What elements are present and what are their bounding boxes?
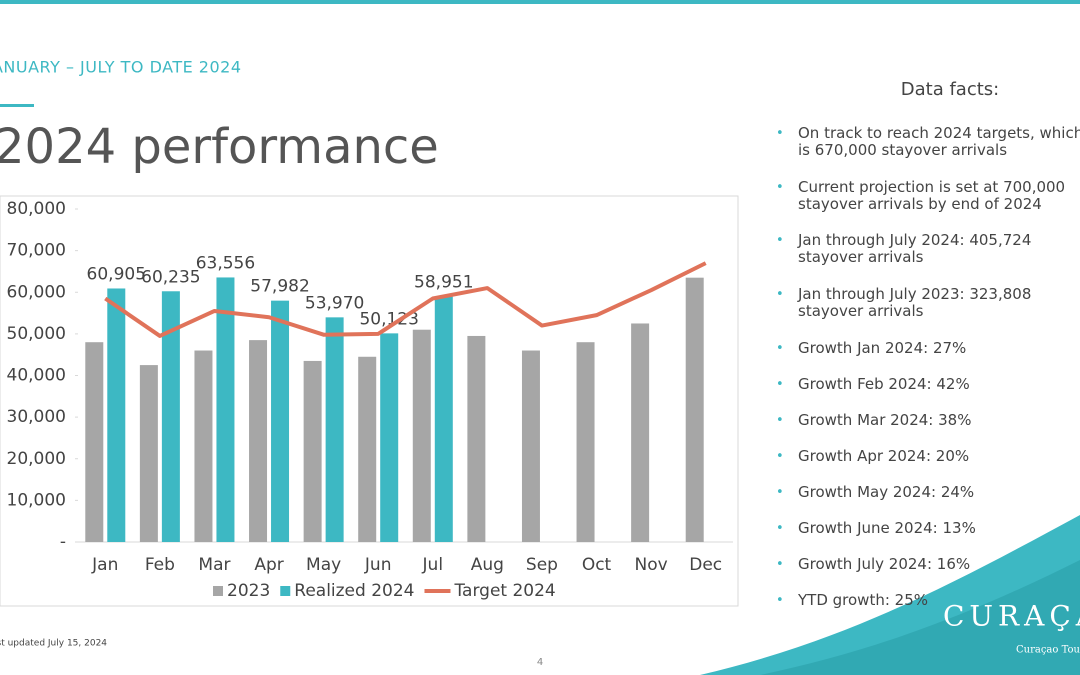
y-tick-label: 40,000 [7, 366, 66, 386]
x-tick-label: Apr [254, 555, 283, 575]
y-tick-label: 50,000 [7, 324, 66, 344]
facts-panel: On track to reach 2024 targets, which is… [776, 0, 1080, 675]
bar [249, 340, 268, 542]
fact: Growth Apr 2024: 20% [776, 448, 1080, 466]
fact: Current projection is set at 700,000 sta… [776, 179, 1080, 213]
top-bar [0, 0, 1080, 4]
bar [139, 365, 158, 542]
title: 2024 performance [0, 119, 439, 175]
bar [303, 360, 322, 542]
fact: Jan through July 2023: 323,808 stayover … [776, 286, 1080, 320]
fact: Growth Feb 2024: 42% [776, 376, 1080, 394]
logo-swoosh-shade [760, 560, 1080, 675]
bar [412, 329, 431, 542]
accent-line [0, 104, 34, 107]
bar [631, 323, 650, 542]
y-tick-label: 10,000 [7, 490, 66, 510]
bar [521, 350, 540, 542]
x-tick-label: Oct [582, 555, 612, 575]
x-tick-label: May [306, 555, 341, 575]
bar [358, 356, 377, 542]
bar [271, 300, 290, 542]
bar [325, 317, 344, 542]
x-tick-label: Jan [91, 555, 118, 575]
bar [434, 296, 453, 542]
bar [576, 342, 595, 542]
fact: Growth Mar 2024: 38% [776, 412, 1080, 430]
bar [194, 350, 213, 542]
x-tick-label: Jul [422, 555, 444, 575]
fact: Growth Jan 2024: 27% [776, 340, 1080, 358]
data-label: 53,970 [305, 293, 364, 313]
bar [380, 333, 399, 542]
legend-swatch [213, 586, 223, 596]
fact: Growth July 2024: 16% [776, 556, 1080, 574]
page-number: 4 [537, 657, 543, 668]
fact: On track to reach 2024 targets, which is… [776, 125, 1080, 159]
x-tick-label: Nov [635, 555, 668, 575]
y-tick-label: 80,000 [7, 199, 66, 219]
legend-swatch [280, 586, 291, 596]
fact: Growth May 2024: 24% [776, 484, 1080, 502]
legend-label: Realized 2024 [294, 581, 414, 601]
data-label: 60,235 [141, 267, 200, 287]
x-tick-label: Feb [145, 555, 175, 575]
bar [85, 342, 104, 542]
fact: YTD growth: 25% [776, 592, 1080, 610]
x-tick-label: Jun [364, 555, 392, 575]
x-tick-label: Sep [526, 555, 558, 575]
y-tick-label: 30,000 [7, 407, 66, 427]
data-label: 50,123 [359, 309, 418, 329]
subtitle: JANUARY – JULY TO DATE 2024 [0, 58, 242, 77]
y-tick-label: 70,000 [7, 241, 66, 261]
bar [107, 288, 126, 542]
x-tick-label: Aug [471, 555, 504, 575]
fact: Jan through July 2024: 405,724 stayover … [776, 232, 1080, 266]
y-tick-label: - [60, 532, 66, 552]
data-label: 63,556 [196, 253, 255, 273]
chart-frame [0, 195, 739, 607]
bar [216, 277, 235, 542]
data-label: 57,982 [250, 277, 309, 297]
bar [685, 277, 704, 542]
line [104, 261, 707, 338]
legend-label: 2023 [227, 581, 270, 601]
fact: Growth June 2024: 13% [776, 520, 1080, 538]
x-tick-label: Dec [689, 555, 722, 575]
logo-subtitle: Curaçao Tourist Board [1016, 645, 1080, 656]
data-label: 58,951 [414, 273, 473, 293]
bar [467, 335, 486, 542]
bar [161, 291, 180, 542]
footnote: Last updated July 15, 2024 [0, 639, 107, 649]
y-tick-label: 20,000 [7, 449, 66, 469]
y-tick-label: 60,000 [7, 282, 66, 302]
facts-heading: Data facts: [901, 79, 999, 100]
legend-label: Target 2024 [453, 581, 555, 601]
data-label: 60,905 [87, 264, 146, 284]
x-tick-label: Mar [198, 555, 230, 575]
